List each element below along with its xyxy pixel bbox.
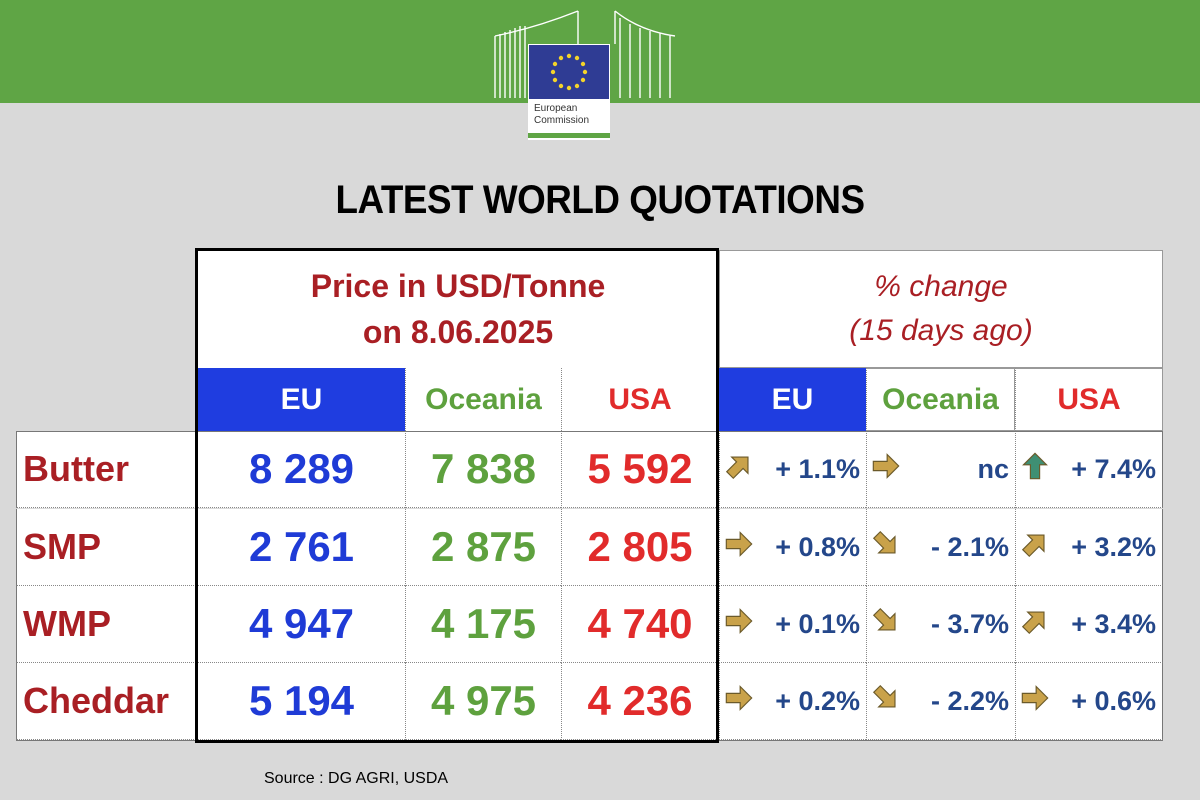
col-header-oceania: Oceania <box>405 368 561 431</box>
source-note: Source : DG AGRI, USDA <box>264 770 449 787</box>
arrow-up-right-icon <box>724 451 754 488</box>
arrow-down-right-icon <box>871 529 901 566</box>
change-oceania-value: nc <box>977 453 1009 484</box>
row-label-cheddar: Cheddar <box>16 663 198 740</box>
arrow-down-right-icon <box>871 683 901 720</box>
change-header-line2: (15 days ago) <box>849 314 1033 347</box>
table-rule <box>16 431 1163 432</box>
arrow-right-icon <box>1020 683 1050 720</box>
price-eu-butter: 8 289 <box>198 431 405 508</box>
change-oceania-wmp: - 3.7% <box>866 586 1015 663</box>
change-eu-value: + 0.8% <box>775 531 860 562</box>
price-usa-butter: 5 592 <box>561 431 718 508</box>
change-eu-value: + 0.2% <box>775 685 860 716</box>
change-usa-value: + 3.2% <box>1071 531 1156 562</box>
logo-line2: Commission <box>534 115 590 126</box>
price-header-line2: on 8.06.2025 <box>362 314 554 350</box>
col-header-usa-change: USA <box>1015 368 1163 431</box>
arrow-up-right-icon <box>1020 606 1050 643</box>
price-oceania-smp: 2 875 <box>405 509 561 586</box>
logo-line1: European <box>534 103 578 114</box>
change-oceania-smp: - 2.1% <box>866 509 1015 586</box>
price-eu-smp: 2 761 <box>198 509 405 586</box>
arrow-up-icon <box>1020 451 1050 488</box>
col-header-oceania-change: Oceania <box>866 368 1015 431</box>
price-usa-smp: 2 805 <box>561 509 718 586</box>
change-usa-smp: + 3.2% <box>1015 509 1163 586</box>
row-label-wmp: WMP <box>16 586 198 663</box>
change-oceania-cheddar: - 2.2% <box>866 663 1015 740</box>
arrow-right-icon <box>724 683 754 720</box>
page-title: LATEST WORLD QUOTATIONS <box>335 178 865 222</box>
change-oceania-value: - 2.2% <box>930 685 1009 716</box>
col-header-eu: EU <box>198 368 405 431</box>
arrow-down-right-icon <box>871 606 901 643</box>
change-usa-wmp: + 3.4% <box>1015 586 1163 663</box>
change-header: % change (15 days ago) <box>719 250 1163 368</box>
arrow-right-icon <box>724 606 754 643</box>
row-label-butter: Butter <box>16 431 198 508</box>
col-header-usa: USA <box>561 368 718 431</box>
price-oceania-cheddar: 4 975 <box>405 663 561 740</box>
change-eu-smp: + 0.8% <box>719 509 866 586</box>
row-label-smp: SMP <box>16 509 198 586</box>
price-usa-wmp: 4 740 <box>561 586 718 663</box>
commission-building-logo <box>494 10 676 98</box>
change-eu-value: + 1.1% <box>775 453 860 484</box>
price-eu-cheddar: 5 194 <box>198 663 405 740</box>
price-header-line1: Price in USD/Tonne <box>310 268 606 304</box>
change-usa-cheddar: + 0.6% <box>1015 663 1163 740</box>
change-header-line1: % change <box>874 270 1008 303</box>
change-usa-value: + 3.4% <box>1071 608 1156 639</box>
change-eu-butter: + 1.1% <box>719 431 866 508</box>
price-oceania-butter: 7 838 <box>405 431 561 508</box>
logo-green-stripe <box>528 133 610 138</box>
price-oceania-wmp: 4 175 <box>405 586 561 663</box>
arrow-right-icon <box>724 529 754 566</box>
price-header: Price in USD/Tonne on 8.06.2025 <box>198 250 718 368</box>
change-oceania-value: - 3.7% <box>930 608 1009 639</box>
change-eu-cheddar: + 0.2% <box>719 663 866 740</box>
change-oceania-butter: nc <box>866 431 1015 508</box>
col-header-eu-change: EU <box>719 368 866 431</box>
arrow-up-right-icon <box>1020 529 1050 566</box>
change-oceania-value: - 2.1% <box>930 531 1009 562</box>
price-usa-cheddar: 4 236 <box>561 663 718 740</box>
change-eu-wmp: + 0.1% <box>719 586 866 663</box>
change-usa-value: + 0.6% <box>1071 685 1156 716</box>
price-eu-wmp: 4 947 <box>198 586 405 663</box>
table-bottom-rule <box>16 740 1163 741</box>
change-usa-value: + 7.4% <box>1071 453 1156 484</box>
logo-text: European Commission <box>534 103 589 127</box>
change-eu-value: + 0.1% <box>775 608 860 639</box>
arrow-right-icon <box>871 451 901 488</box>
eu-flag-icon <box>529 45 609 99</box>
change-usa-butter: + 7.4% <box>1015 431 1163 508</box>
